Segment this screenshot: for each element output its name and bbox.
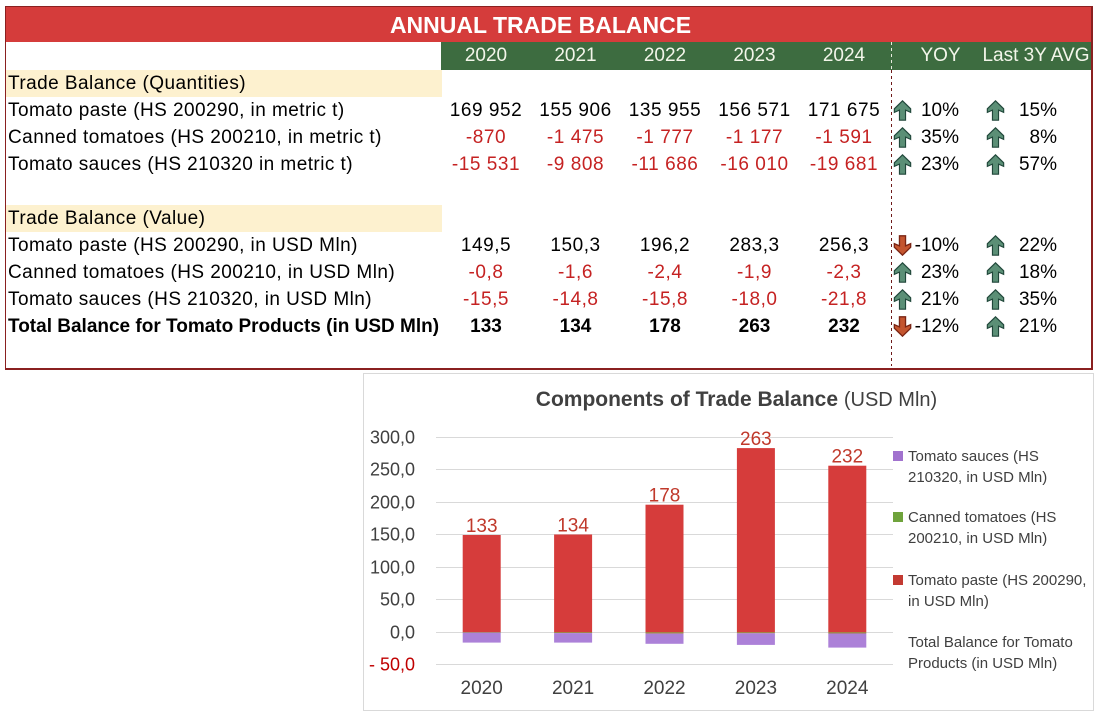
svg-text:134: 134 xyxy=(557,516,589,537)
svg-text:150,0: 150,0 xyxy=(370,525,415,545)
svg-text:- 50,0: - 50,0 xyxy=(369,655,415,675)
svg-text:263: 263 xyxy=(740,429,772,450)
svg-text:100,0: 100,0 xyxy=(370,558,415,578)
svg-text:2020: 2020 xyxy=(461,678,503,699)
svg-text:50,0: 50,0 xyxy=(380,590,415,610)
svg-text:2022: 2022 xyxy=(643,678,685,699)
svg-text:232: 232 xyxy=(831,447,863,468)
svg-text:200,0: 200,0 xyxy=(370,493,415,513)
svg-text:2024: 2024 xyxy=(826,678,869,699)
svg-text:300,0: 300,0 xyxy=(370,428,415,448)
svg-text:178: 178 xyxy=(649,486,681,507)
svg-text:2021: 2021 xyxy=(552,678,594,699)
svg-text:250,0: 250,0 xyxy=(370,460,415,480)
svg-text:0,0: 0,0 xyxy=(390,623,415,643)
svg-text:133: 133 xyxy=(466,516,498,537)
svg-text:2023: 2023 xyxy=(735,678,777,699)
